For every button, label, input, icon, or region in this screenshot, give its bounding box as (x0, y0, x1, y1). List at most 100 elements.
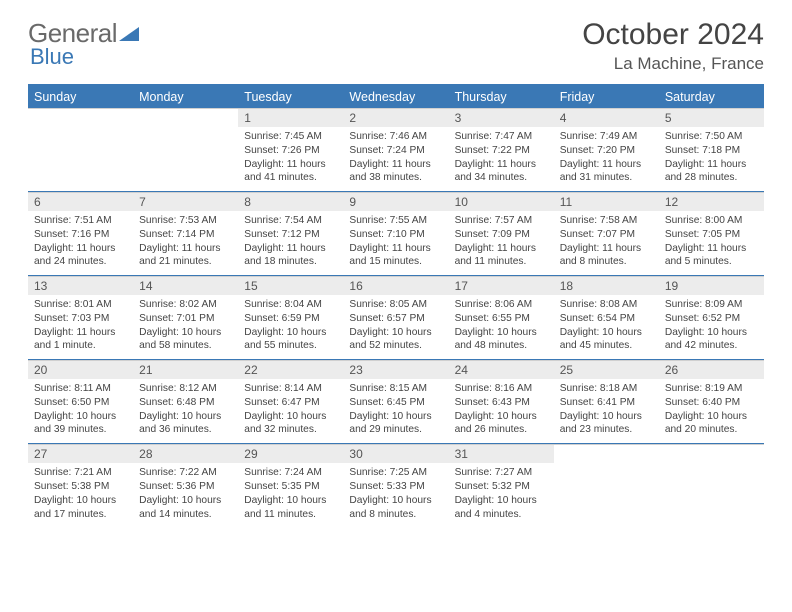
day-number: 15 (238, 276, 343, 295)
sunrise-text: Sunrise: 8:14 AM (244, 382, 337, 396)
daylight-text: Daylight: 10 hours and 52 minutes. (349, 326, 442, 354)
sunrise-text: Sunrise: 7:24 AM (244, 466, 337, 480)
daylight-text: Daylight: 11 hours and 31 minutes. (560, 158, 653, 186)
day-number: 28 (133, 444, 238, 463)
sunrise-text: Sunrise: 7:53 AM (139, 214, 232, 228)
details-row: Sunrise: 7:45 AMSunset: 7:26 PMDaylight:… (28, 127, 764, 191)
daylight-text: Daylight: 11 hours and 24 minutes. (34, 242, 127, 270)
day-number: 7 (133, 192, 238, 211)
day-cell: Sunrise: 7:53 AMSunset: 7:14 PMDaylight:… (133, 211, 238, 275)
day-cell: Sunrise: 7:54 AMSunset: 7:12 PMDaylight:… (238, 211, 343, 275)
day-cell (133, 127, 238, 191)
sunrise-text: Sunrise: 7:25 AM (349, 466, 442, 480)
day-number: 1 (238, 108, 343, 127)
sunset-text: Sunset: 7:05 PM (665, 228, 758, 242)
sunrise-text: Sunrise: 7:45 AM (244, 130, 337, 144)
daylight-text: Daylight: 11 hours and 8 minutes. (560, 242, 653, 270)
sunset-text: Sunset: 6:55 PM (455, 312, 548, 326)
sunset-text: Sunset: 6:48 PM (139, 396, 232, 410)
sunrise-text: Sunrise: 8:09 AM (665, 298, 758, 312)
day-cell: Sunrise: 8:05 AMSunset: 6:57 PMDaylight:… (343, 295, 448, 359)
day-number: 25 (554, 360, 659, 379)
daylight-text: Daylight: 10 hours and 45 minutes. (560, 326, 653, 354)
day-cell: Sunrise: 7:27 AMSunset: 5:32 PMDaylight:… (449, 463, 554, 527)
day-number: 16 (343, 276, 448, 295)
daylight-text: Daylight: 11 hours and 28 minutes. (665, 158, 758, 186)
day-number: 12 (659, 192, 764, 211)
day-cell: Sunrise: 7:55 AMSunset: 7:10 PMDaylight:… (343, 211, 448, 275)
day-cell: Sunrise: 7:21 AMSunset: 5:38 PMDaylight:… (28, 463, 133, 527)
day-number: 4 (554, 108, 659, 127)
day-number: 20 (28, 360, 133, 379)
day-number: 17 (449, 276, 554, 295)
sunset-text: Sunset: 6:41 PM (560, 396, 653, 410)
daynum-row: 12345 (28, 108, 764, 127)
details-row: Sunrise: 8:11 AMSunset: 6:50 PMDaylight:… (28, 379, 764, 443)
day-cell: Sunrise: 7:49 AMSunset: 7:20 PMDaylight:… (554, 127, 659, 191)
details-row: Sunrise: 8:01 AMSunset: 7:03 PMDaylight:… (28, 295, 764, 359)
sunset-text: Sunset: 5:35 PM (244, 480, 337, 494)
day-cell (659, 463, 764, 527)
day-cell: Sunrise: 8:14 AMSunset: 6:47 PMDaylight:… (238, 379, 343, 443)
day-cell: Sunrise: 8:15 AMSunset: 6:45 PMDaylight:… (343, 379, 448, 443)
weekday-header: Friday (554, 86, 659, 108)
day-number: 29 (238, 444, 343, 463)
daylight-text: Daylight: 10 hours and 32 minutes. (244, 410, 337, 438)
sunset-text: Sunset: 7:09 PM (455, 228, 548, 242)
sunrise-text: Sunrise: 7:57 AM (455, 214, 548, 228)
daylight-text: Daylight: 10 hours and 48 minutes. (455, 326, 548, 354)
sunset-text: Sunset: 7:16 PM (34, 228, 127, 242)
sunrise-text: Sunrise: 8:06 AM (455, 298, 548, 312)
daylight-text: Daylight: 11 hours and 11 minutes. (455, 242, 548, 270)
sunset-text: Sunset: 5:33 PM (349, 480, 442, 494)
sunset-text: Sunset: 5:32 PM (455, 480, 548, 494)
day-number: 2 (343, 108, 448, 127)
daylight-text: Daylight: 10 hours and 17 minutes. (34, 494, 127, 522)
day-cell: Sunrise: 7:47 AMSunset: 7:22 PMDaylight:… (449, 127, 554, 191)
sunrise-text: Sunrise: 8:01 AM (34, 298, 127, 312)
day-cell: Sunrise: 8:06 AMSunset: 6:55 PMDaylight:… (449, 295, 554, 359)
daylight-text: Daylight: 10 hours and 42 minutes. (665, 326, 758, 354)
day-number: 31 (449, 444, 554, 463)
day-number: 19 (659, 276, 764, 295)
sunset-text: Sunset: 7:03 PM (34, 312, 127, 326)
month-title: October 2024 (582, 18, 764, 52)
day-number: 11 (554, 192, 659, 211)
day-number: 24 (449, 360, 554, 379)
sunrise-text: Sunrise: 7:27 AM (455, 466, 548, 480)
day-number: 27 (28, 444, 133, 463)
details-row: Sunrise: 7:51 AMSunset: 7:16 PMDaylight:… (28, 211, 764, 275)
day-number: 9 (343, 192, 448, 211)
sunset-text: Sunset: 6:59 PM (244, 312, 337, 326)
daylight-text: Daylight: 10 hours and 4 minutes. (455, 494, 548, 522)
daylight-text: Daylight: 11 hours and 18 minutes. (244, 242, 337, 270)
sunrise-text: Sunrise: 8:05 AM (349, 298, 442, 312)
sunset-text: Sunset: 5:36 PM (139, 480, 232, 494)
weekday-header: Monday (133, 86, 238, 108)
daylight-text: Daylight: 10 hours and 14 minutes. (139, 494, 232, 522)
daylight-text: Daylight: 11 hours and 1 minute. (34, 326, 127, 354)
daylight-text: Daylight: 11 hours and 41 minutes. (244, 158, 337, 186)
sunset-text: Sunset: 6:52 PM (665, 312, 758, 326)
daylight-text: Daylight: 10 hours and 29 minutes. (349, 410, 442, 438)
sunset-text: Sunset: 6:45 PM (349, 396, 442, 410)
day-number: 23 (343, 360, 448, 379)
sunset-text: Sunset: 6:43 PM (455, 396, 548, 410)
day-cell: Sunrise: 8:11 AMSunset: 6:50 PMDaylight:… (28, 379, 133, 443)
day-cell: Sunrise: 8:19 AMSunset: 6:40 PMDaylight:… (659, 379, 764, 443)
sunrise-text: Sunrise: 7:47 AM (455, 130, 548, 144)
brand-part2: Blue (30, 44, 74, 70)
daylight-text: Daylight: 10 hours and 58 minutes. (139, 326, 232, 354)
day-cell: Sunrise: 7:46 AMSunset: 7:24 PMDaylight:… (343, 127, 448, 191)
sunrise-text: Sunrise: 8:18 AM (560, 382, 653, 396)
sunset-text: Sunset: 7:07 PM (560, 228, 653, 242)
day-cell: Sunrise: 8:01 AMSunset: 7:03 PMDaylight:… (28, 295, 133, 359)
weekday-header: Wednesday (343, 86, 448, 108)
header: General October 2024 La Machine, France (28, 18, 764, 74)
day-cell (28, 127, 133, 191)
day-number (659, 444, 764, 463)
day-number: 3 (449, 108, 554, 127)
day-number: 14 (133, 276, 238, 295)
daylight-text: Daylight: 11 hours and 34 minutes. (455, 158, 548, 186)
sunrise-text: Sunrise: 7:51 AM (34, 214, 127, 228)
